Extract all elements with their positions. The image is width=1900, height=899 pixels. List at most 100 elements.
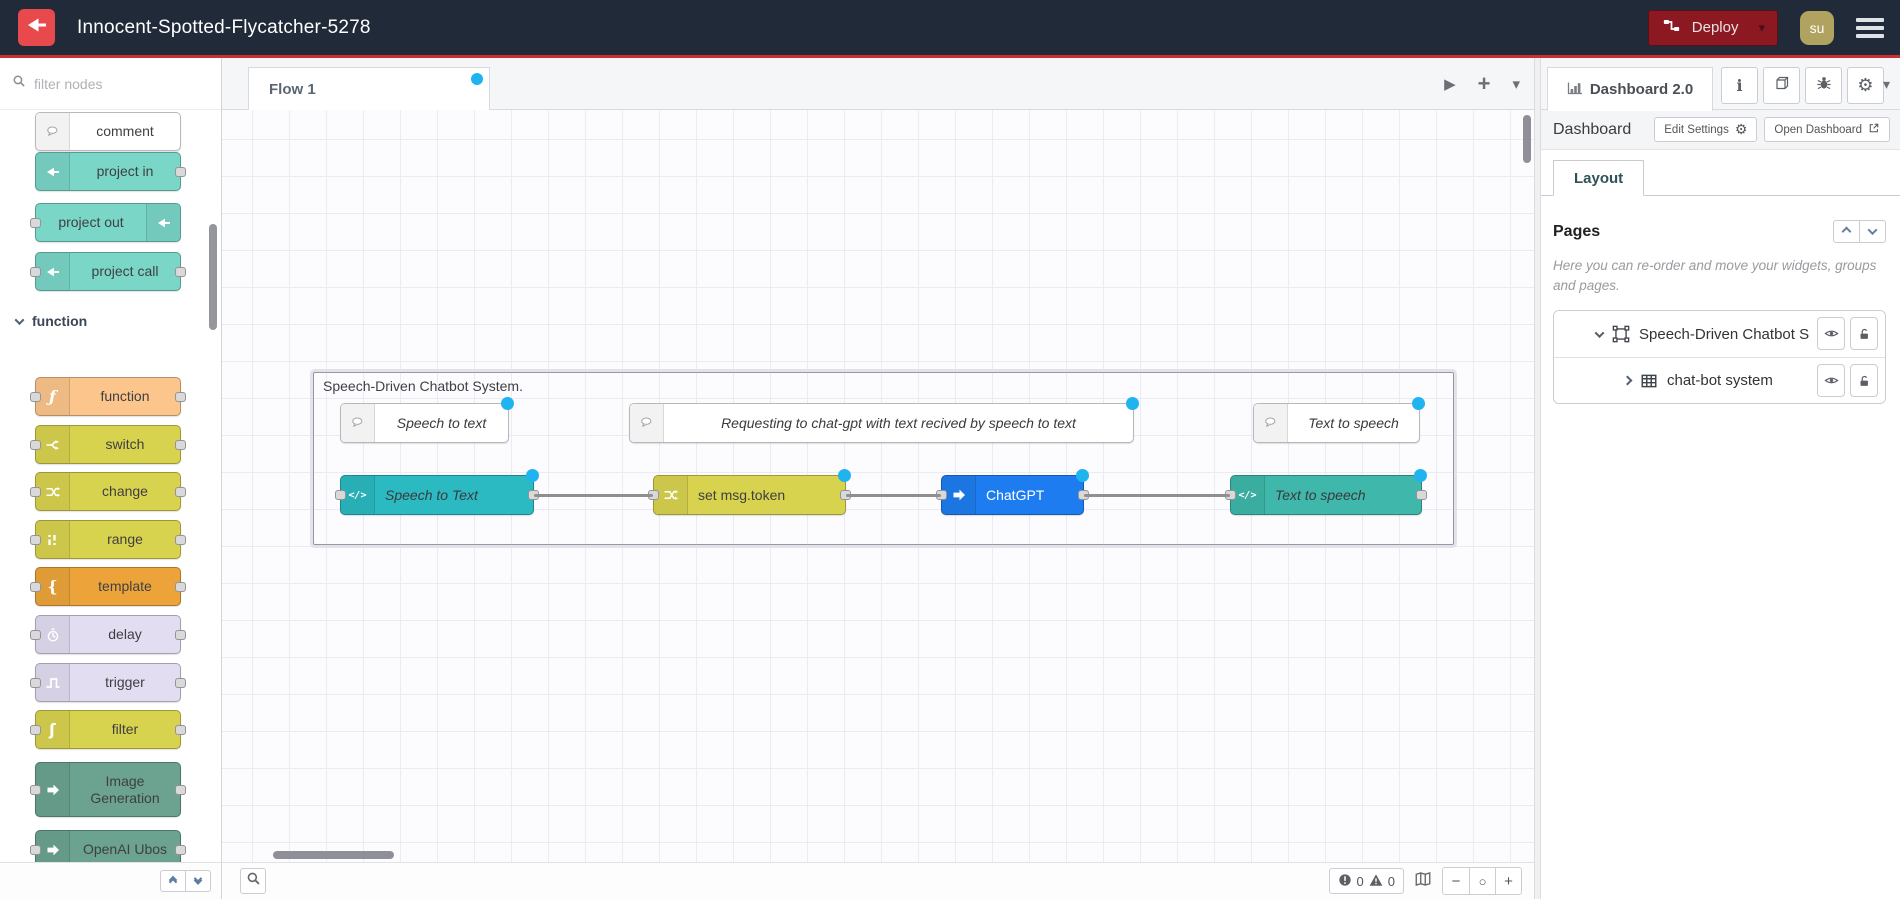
comment-speech-to-text[interactable]: Speech to text	[340, 397, 514, 443]
deploy-options-caret[interactable]: ▾	[1758, 19, 1765, 35]
minimap-toggle-button[interactable]	[1414, 870, 1432, 893]
right-port[interactable]	[1416, 490, 1427, 500]
right-port[interactable]	[175, 486, 186, 497]
sidebar-docs-tab[interactable]	[1763, 67, 1800, 104]
lock-toggle-button[interactable]	[1850, 317, 1878, 351]
left-port[interactable]	[30, 677, 41, 688]
chevron-right-icon[interactable]	[1622, 375, 1633, 386]
left-port[interactable]	[335, 490, 346, 500]
flow-group-speech-driven-chatbot[interactable]: Speech-Driven Chatbot System.	[313, 372, 1454, 545]
sidebar-info-tab[interactable]: i	[1721, 67, 1758, 104]
palette-node-comment[interactable]: comment	[35, 112, 181, 151]
lock-toggle-button[interactable]	[1850, 364, 1878, 398]
comment-text-to-speech-label: Text to speech	[1308, 414, 1399, 431]
palette-node-delay[interactable]: delay	[30, 615, 186, 654]
palette-category-function[interactable]: function	[0, 313, 221, 329]
left-port[interactable]	[30, 581, 41, 592]
canvas-search-button[interactable]	[240, 868, 266, 894]
main-menu-button[interactable]	[1856, 17, 1884, 38]
run-flow-button[interactable]: ▶	[1444, 76, 1456, 93]
palette-scrollbar[interactable]	[209, 224, 217, 330]
sidebar-splitter[interactable]	[1534, 58, 1541, 899]
flow-list-caret[interactable]: ▾	[1512, 76, 1520, 93]
zoom-in-button[interactable]: +	[1495, 868, 1521, 894]
pages-expand-button[interactable]	[1859, 220, 1886, 243]
tab-dashboard-2[interactable]: Dashboard 2.0	[1547, 67, 1713, 111]
right-port[interactable]	[175, 266, 186, 277]
pages-collapse-button[interactable]	[1833, 220, 1860, 243]
palette-node-project-call[interactable]: project call	[30, 252, 186, 291]
flow-canvas[interactable]: Speech-Driven Chatbot System. Speech to …	[222, 110, 1534, 862]
right-port[interactable]	[175, 391, 186, 402]
left-port[interactable]	[30, 844, 41, 855]
chatgpt-node[interactable]: ChatGPT	[936, 469, 1089, 515]
sidebar-debug-tab[interactable]	[1805, 67, 1842, 104]
deploy-button[interactable]: Deploy ▾	[1647, 9, 1778, 46]
left-port[interactable]	[30, 629, 41, 640]
flow-tab[interactable]: Flow 1	[248, 67, 490, 111]
comment-text-to-speech[interactable]: Text to speech	[1253, 397, 1425, 443]
palette-expand-all-button[interactable]	[185, 870, 211, 892]
add-flow-button[interactable]: +	[1477, 71, 1491, 96]
palette-node-filter[interactable]: ʃ filter	[30, 710, 186, 749]
code-icon: </>	[341, 476, 375, 514]
right-port[interactable]	[175, 724, 186, 735]
palette-node-image-generation[interactable]: Image Generation	[30, 762, 186, 817]
right-port[interactable]	[175, 784, 186, 795]
open-dashboard-button[interactable]: Open Dashboard	[1764, 117, 1890, 142]
zoom-out-button[interactable]: −	[1443, 868, 1469, 894]
sidebar-menu-caret[interactable]: ▾	[1882, 76, 1890, 92]
right-port[interactable]	[175, 629, 186, 640]
palette-node-function-label: function	[100, 388, 150, 405]
left-port[interactable]	[30, 486, 41, 497]
left-port[interactable]	[30, 391, 41, 402]
visibility-toggle-button[interactable]	[1817, 364, 1845, 398]
workspace-footer: 0 0 − ○ +	[222, 862, 1534, 899]
visibility-toggle-button[interactable]	[1817, 317, 1845, 351]
left-port[interactable]	[30, 439, 41, 450]
palette-collapse-all-button[interactable]	[160, 870, 186, 892]
left-port[interactable]	[30, 217, 41, 228]
set-msg-token-node[interactable]: set msg.token	[648, 469, 851, 515]
palette-node-template[interactable]: {template	[30, 567, 186, 606]
speech-to-text-node[interactable]: </> Speech to Text	[335, 469, 539, 515]
palette-node-switch[interactable]: switch	[30, 425, 186, 464]
user-avatar[interactable]: su	[1800, 10, 1834, 45]
zoom-reset-button[interactable]: ○	[1469, 868, 1495, 894]
left-port[interactable]	[30, 266, 41, 277]
palette-filter-input[interactable]	[34, 75, 215, 92]
sidebar-config-tab[interactable]: ⚙	[1847, 67, 1884, 104]
right-port[interactable]	[175, 581, 186, 592]
tree-row-page-speech-driven-chatbot[interactable]: Speech-Driven Chatbot S	[1554, 311, 1885, 358]
right-port[interactable]	[175, 166, 186, 177]
notification-counts[interactable]: 0 0	[1328, 868, 1404, 894]
palette-scroll[interactable]: comment project in project out project call…	[0, 110, 221, 862]
right-port[interactable]	[175, 439, 186, 450]
book-icon	[1774, 75, 1790, 96]
palette-node-change[interactable]: change	[30, 472, 186, 511]
palette-node-project-out[interactable]: project out	[30, 203, 181, 242]
palette-node-project-in[interactable]: project in	[35, 152, 186, 191]
text-to-speech-node[interactable]: </> Text to speech	[1225, 469, 1427, 515]
edit-settings-button[interactable]: Edit Settings ⚙	[1654, 117, 1758, 142]
tree-row-group-chat-bot-system[interactable]: chat-bot system	[1554, 357, 1885, 404]
node-red-logo[interactable]	[18, 9, 55, 46]
right-port[interactable]	[175, 677, 186, 688]
chevron-down-icon[interactable]	[1594, 327, 1605, 338]
left-port[interactable]	[30, 784, 41, 795]
left-port[interactable]	[30, 534, 41, 545]
external-link-icon	[1868, 122, 1880, 137]
canvas-horizontal-scrollbar[interactable]	[273, 851, 394, 859]
palette-node-openai-ubos[interactable]: OpenAI Ubos	[30, 830, 186, 862]
change-icon	[654, 476, 688, 514]
comment-requesting[interactable]: Requesting to chat-gpt with text recived…	[629, 397, 1139, 443]
modified-dot	[1126, 397, 1139, 410]
canvas-vertical-scrollbar[interactable]	[1523, 115, 1531, 163]
tab-layout[interactable]: Layout	[1553, 160, 1645, 196]
right-port[interactable]	[175, 844, 186, 855]
right-port[interactable]	[175, 534, 186, 545]
palette-node-trigger[interactable]: trigger	[30, 663, 186, 702]
palette-node-range[interactable]: range	[30, 520, 186, 559]
left-port[interactable]	[30, 724, 41, 735]
palette-node-function[interactable]: ƒ function	[30, 377, 186, 416]
